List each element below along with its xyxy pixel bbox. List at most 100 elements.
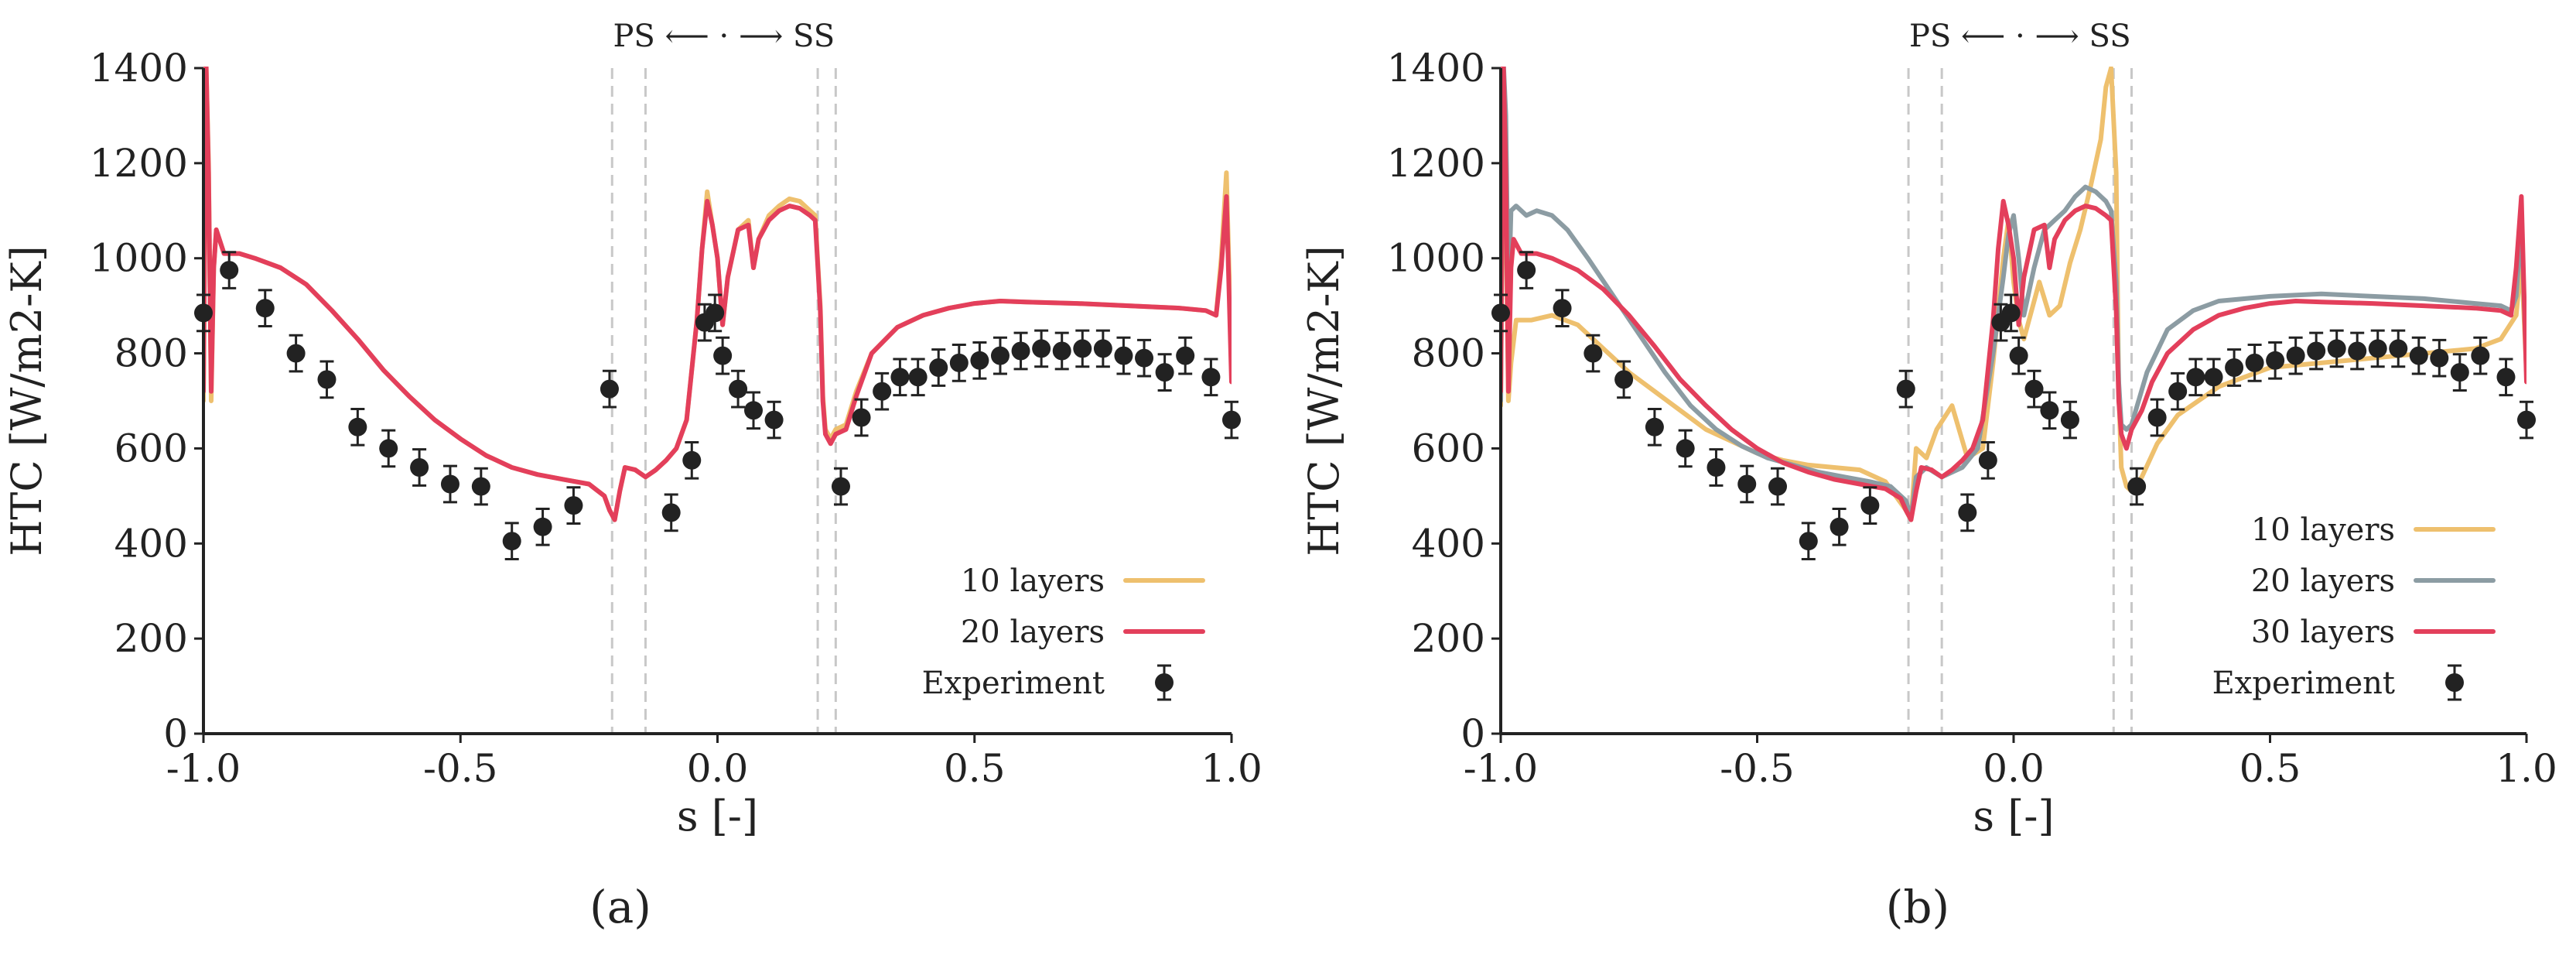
experiment-point	[908, 358, 928, 397]
experiment-marker	[1584, 344, 1603, 363]
experiment-point	[286, 334, 306, 373]
experiment-marker	[2001, 303, 2021, 323]
y-tick-label: 600	[1412, 426, 1485, 471]
series-line-30-layers	[1501, 67, 2526, 522]
experiment-marker	[255, 299, 275, 318]
experiment-point	[1155, 353, 1174, 392]
experiment-marker	[1517, 261, 1536, 280]
plot-area	[1491, 67, 2536, 734]
experiment-marker	[2127, 477, 2147, 496]
experiment-point	[2517, 400, 2536, 440]
x-axis-label: s [-]	[1973, 792, 2054, 840]
experiment-point	[410, 448, 429, 487]
experiment-marker	[317, 370, 337, 389]
x-tick-label: -1.0	[166, 746, 241, 791]
experiment-point	[1830, 507, 1849, 546]
experiment-marker	[1032, 339, 1051, 358]
experiment-marker	[1799, 532, 1818, 551]
experiment-point	[1093, 329, 1112, 368]
series-lines	[1501, 67, 2526, 522]
x-tick-label: 0.5	[2239, 746, 2301, 791]
experiment-point	[990, 336, 1010, 375]
experiment-marker	[831, 477, 850, 496]
experiment-point	[1768, 467, 1788, 506]
y-tick-label: 600	[114, 426, 188, 471]
experiment-point	[255, 289, 275, 328]
experiment-marker	[1093, 339, 1112, 358]
y-tick-label: 200	[1412, 616, 1485, 661]
x-tick-label: -1.0	[1464, 746, 1538, 791]
experiment-marker	[2348, 341, 2367, 361]
experiment-marker	[533, 517, 552, 536]
experiment-marker	[2009, 346, 2028, 365]
legend-label: Experiment	[922, 666, 1105, 701]
y-tick-label: 1200	[1387, 141, 1485, 186]
series-lines	[203, 67, 1232, 522]
experiment-point	[1584, 334, 1603, 373]
experiment-point	[317, 360, 337, 399]
y-tick-label: 1400	[1387, 46, 1485, 91]
experiment-marker	[564, 496, 583, 515]
legend: 10 layers 20 layers 30 layers Experiment	[2212, 512, 2496, 701]
experiment-marker	[2060, 410, 2079, 430]
experiment-marker	[2450, 363, 2469, 382]
x-tick-label: 1.0	[2496, 746, 2557, 791]
legend-label: 10 layers	[2251, 512, 2395, 548]
experiment-point	[929, 348, 948, 387]
experiment-point	[220, 251, 239, 289]
experiment-point	[2001, 293, 2021, 333]
experiment-point	[2186, 358, 2205, 397]
experiment-marker	[1201, 368, 1221, 387]
experiment-marker	[2186, 368, 2205, 387]
experiment-marker	[2024, 379, 2044, 399]
y-tick-label: 400	[1412, 521, 1485, 566]
experiment-point	[1073, 329, 1092, 368]
experiment-point	[2327, 329, 2346, 368]
experiment-point	[1958, 493, 1977, 532]
experiment-marker	[1676, 439, 1695, 458]
x-tick-label: 0.0	[687, 746, 749, 791]
experiment-point	[533, 507, 552, 546]
experiment-marker	[2307, 341, 2326, 361]
y-tick-label: 1000	[1387, 236, 1485, 281]
legend-label: Experiment	[2212, 666, 2395, 701]
experiment-point	[2060, 400, 2079, 440]
experiment-point	[2368, 329, 2387, 368]
experiment-marker	[1553, 299, 1572, 318]
experiment-marker	[1614, 370, 1634, 389]
experiment-point	[2471, 336, 2490, 375]
x-tick-label: 0.0	[1983, 746, 2045, 791]
experiment-point	[890, 358, 910, 397]
panel-b-chart: 0 200 400 600 800 1000 1200 1400 -1.0 -0.5 0.0 0.5 1…	[1300, 19, 2557, 840]
experiment-point	[2307, 331, 2326, 371]
legend-label: 30 layers	[2251, 614, 2395, 650]
experiment-point	[440, 464, 460, 504]
experiment-point	[852, 398, 871, 437]
experiment-point	[2430, 338, 2449, 378]
experiment-marker	[1155, 363, 1174, 382]
experiment-point	[1553, 289, 1572, 328]
ps-ss-annotation: PS ⟵ · ⟶ SS	[613, 19, 835, 54]
y-tick-label: 800	[1412, 331, 1485, 376]
legend-item-experiment: Experiment	[2212, 664, 2464, 701]
experiment-marker	[1707, 458, 1726, 477]
experiment-point	[600, 369, 619, 409]
experiment-point	[1645, 407, 1664, 447]
experiment-point	[1614, 360, 1634, 399]
experiment-point	[1676, 429, 1695, 468]
experiment-point	[1799, 522, 1818, 561]
experiment-marker	[220, 261, 239, 280]
experiment-point	[713, 336, 733, 375]
experiment-marker	[2040, 401, 2059, 420]
experiment-point	[502, 522, 521, 561]
panel-a-label: (a)	[589, 881, 651, 933]
legend-marker	[1155, 673, 1174, 692]
experiment-point	[379, 429, 398, 468]
x-tick-label: 1.0	[1201, 746, 1262, 791]
experiment-point	[1222, 400, 1241, 440]
experiment-marker	[908, 368, 928, 387]
experiment-marker	[890, 368, 910, 387]
experiment-point	[2245, 344, 2264, 382]
experiment-marker	[1830, 517, 1849, 536]
